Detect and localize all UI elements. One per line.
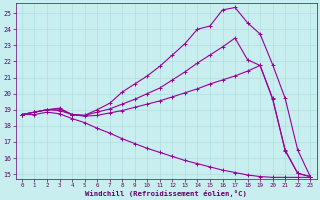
X-axis label: Windchill (Refroidissement éolien,°C): Windchill (Refroidissement éolien,°C)	[85, 190, 247, 197]
